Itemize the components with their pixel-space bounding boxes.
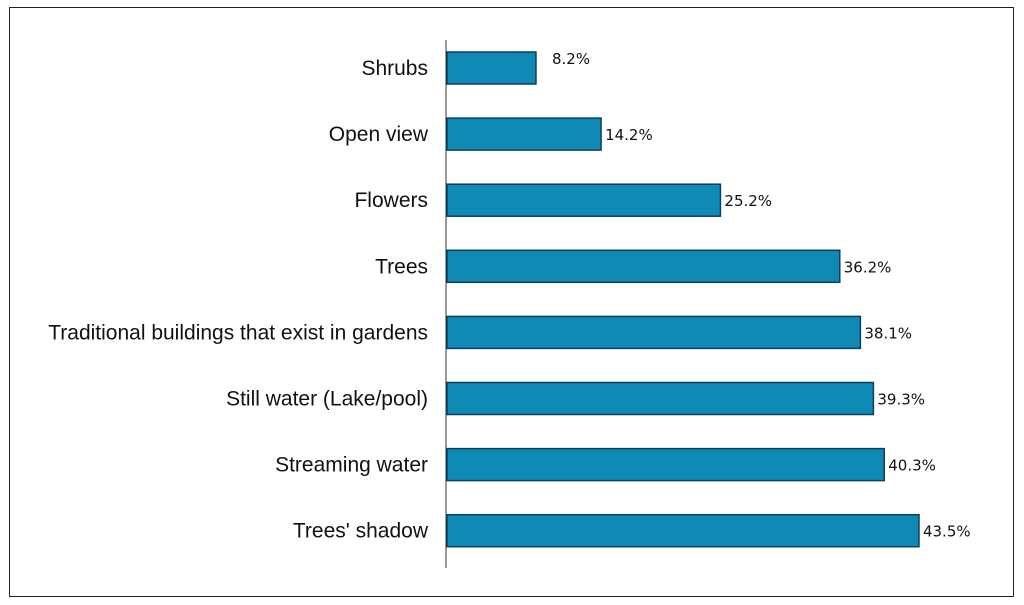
bar — [446, 513, 920, 548]
category-label: Flowers — [354, 189, 428, 212]
category-label: Traditional buildings that exist in gard… — [48, 321, 428, 344]
chart-frame — [9, 7, 1014, 597]
bar — [446, 381, 875, 416]
value-label: 36.2% — [844, 258, 892, 276]
value-label: 43.5% — [923, 523, 971, 541]
category-label: Trees — [375, 255, 428, 278]
bar — [446, 315, 862, 350]
value-label: 39.3% — [877, 391, 925, 409]
bar — [446, 249, 841, 284]
category-label: Open view — [329, 123, 429, 146]
value-label: 8.2% — [552, 50, 590, 68]
category-label: Shrubs — [361, 57, 428, 80]
value-label: 25.2% — [724, 192, 772, 210]
category-label: Trees' shadow — [293, 520, 429, 543]
category-label: Still water (Lake/pool) — [226, 388, 428, 411]
value-label: 14.2% — [605, 126, 653, 144]
category-label: Streaming water — [275, 454, 428, 477]
value-label: 38.1% — [864, 324, 912, 342]
bar — [446, 183, 722, 217]
bar — [446, 117, 602, 151]
bar — [446, 447, 886, 482]
bar — [446, 51, 537, 85]
value-label: 40.3% — [888, 457, 936, 475]
